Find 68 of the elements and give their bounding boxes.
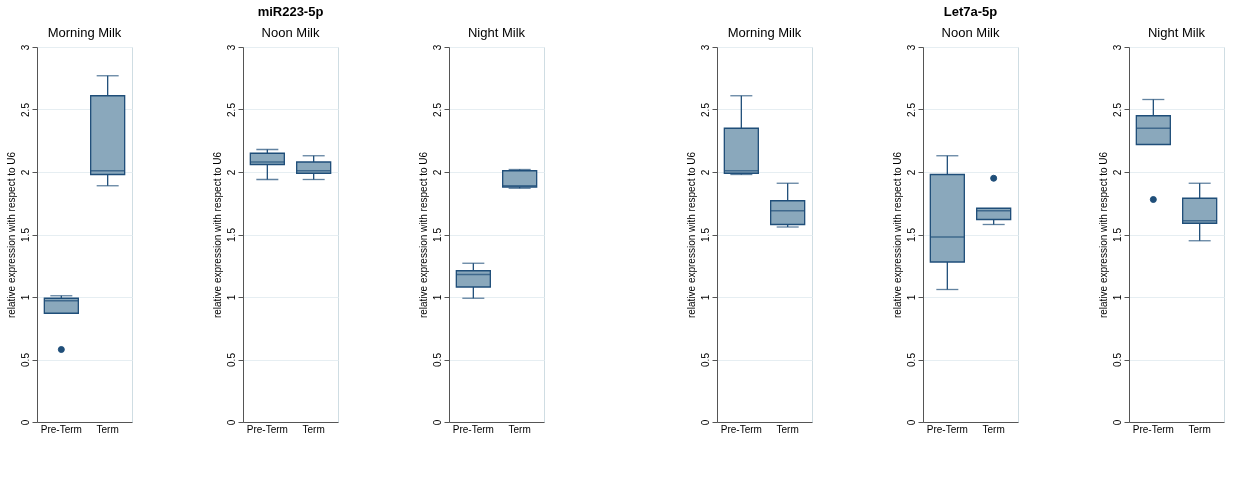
y-tick-label: 0 — [19, 419, 31, 426]
y-tick-label: 2.5 — [905, 102, 917, 117]
y-tick-label: 0.5 — [19, 352, 31, 367]
y-tick-label: 1.5 — [905, 227, 917, 242]
y-tick-label: 0 — [431, 419, 443, 426]
y-tick-label: 0.5 — [225, 352, 237, 367]
x-tick-label: Term — [302, 423, 325, 435]
y-tick-label: 2.5 — [19, 102, 31, 117]
y-tick-label: 2 — [699, 169, 711, 176]
y-tick-label: 1.5 — [1111, 227, 1123, 242]
y-tick-label: 2 — [905, 169, 917, 176]
y-tick-label: 1 — [19, 294, 31, 301]
x-tick-label: Term — [982, 423, 1005, 435]
y-tick-label: 1 — [699, 294, 711, 301]
chart-title: Noon Milk — [941, 25, 1000, 41]
y-tick-label: 2 — [431, 169, 443, 176]
x-tick-label: Pre-Term — [1132, 423, 1174, 435]
y-axis-title: relative expression with respect to U6 — [5, 151, 17, 319]
y-axis-title: relative expression with respect to U6 — [1097, 151, 1109, 319]
x-tick-label: Term — [508, 423, 531, 435]
chart-title: Morning Milk — [727, 25, 802, 41]
y-tick-label: 3 — [431, 44, 443, 51]
y-tick-label: 3 — [905, 44, 917, 51]
y-tick-label: 1 — [431, 294, 443, 301]
y-tick-label: 2.5 — [699, 102, 711, 117]
y-axis-title: relative expression with respect to U6 — [211, 151, 223, 319]
y-axis-title: relative expression with respect to U6 — [685, 151, 697, 319]
y-tick-label: 2.5 — [225, 102, 237, 117]
x-tick-label: Pre-Term — [720, 423, 762, 435]
y-tick-label: 0 — [225, 419, 237, 426]
x-tick-label: Term — [1188, 423, 1211, 435]
y-tick-label: 1.5 — [225, 227, 237, 242]
y-tick-label: 0.5 — [1111, 352, 1123, 367]
y-tick-label: 0.5 — [905, 352, 917, 367]
chart-title: Noon Milk — [261, 25, 320, 41]
y-tick-label: 1 — [905, 294, 917, 301]
y-tick-label: 2 — [19, 169, 31, 176]
y-tick-label: 3 — [1111, 44, 1123, 51]
y-tick-label: 1.5 — [431, 227, 443, 242]
text: Let7a-5p — [943, 4, 998, 20]
y-tick-label: 2.5 — [1111, 102, 1123, 117]
x-tick-label: Term — [96, 423, 119, 435]
x-tick-label: Term — [776, 423, 799, 435]
y-tick-label: 2 — [225, 169, 237, 176]
y-tick-label: 1.5 — [19, 227, 31, 242]
chart-title: Morning Milk — [47, 25, 122, 41]
x-tick-label: Pre-Term — [246, 423, 288, 435]
y-tick-label: 3 — [225, 44, 237, 51]
y-tick-label: 1.5 — [699, 227, 711, 242]
y-tick-label: 0 — [699, 419, 711, 426]
chart-title: Night Milk — [467, 25, 526, 41]
chart-title: Night Milk — [1147, 25, 1206, 41]
y-tick-label: 1 — [1111, 294, 1123, 301]
y-tick-label: 0 — [1111, 419, 1123, 426]
y-tick-label: 0.5 — [699, 352, 711, 367]
x-tick-label: Pre-Term — [926, 423, 968, 435]
y-tick-label: 0 — [905, 419, 917, 426]
text: miR223-5p — [257, 4, 324, 20]
y-tick-label: 1 — [225, 294, 237, 301]
x-tick-label: Pre-Term — [40, 423, 82, 435]
y-axis-title: relative expression with respect to U6 — [891, 151, 903, 319]
y-tick-label: 2.5 — [431, 102, 443, 117]
y-tick-label: 2 — [1111, 169, 1123, 176]
y-axis-title: relative expression with respect to U6 — [417, 151, 429, 319]
y-tick-label: 0.5 — [431, 352, 443, 367]
x-tick-label: Pre-Term — [452, 423, 494, 435]
y-tick-label: 3 — [19, 44, 31, 51]
y-tick-label: 3 — [699, 44, 711, 51]
